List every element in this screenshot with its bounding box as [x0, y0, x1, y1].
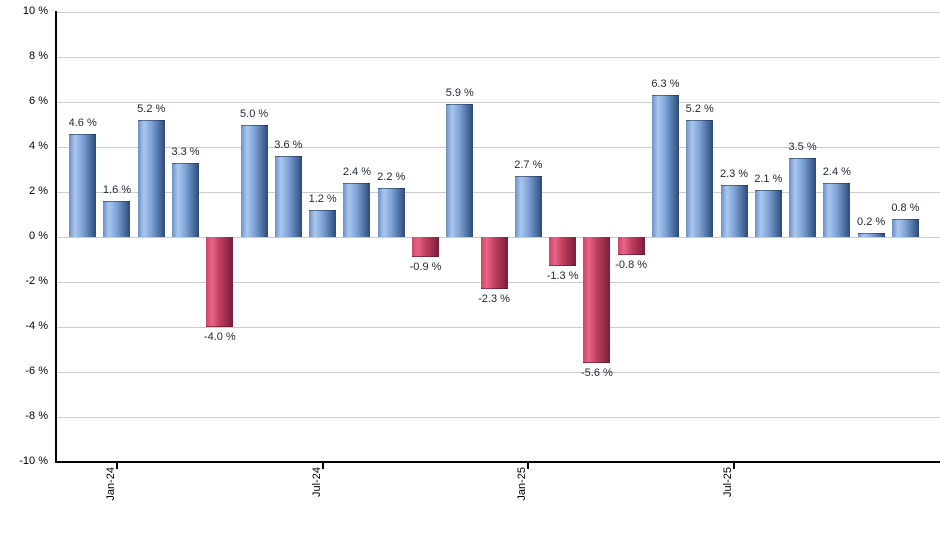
bar-value-label: 3.5 %: [788, 141, 817, 154]
bar-value-label: 2.1 %: [754, 172, 783, 185]
bar-value-label: 6.3 %: [651, 78, 680, 91]
bar-value-label: 2.4 %: [822, 166, 851, 178]
y-axis-tick-label: -10 %: [19, 455, 48, 467]
bar-positive: [651, 95, 679, 237]
bar-positive: [891, 219, 919, 237]
x-axis-tick: [321, 462, 324, 469]
bar-positive: [789, 158, 817, 237]
bar-value-label: -5.6 %: [580, 367, 613, 379]
bar-negative: [549, 237, 577, 267]
bar-positive: [446, 104, 474, 237]
bar-positive: [240, 124, 268, 237]
bar-positive: [686, 120, 714, 237]
bar-negative: [617, 237, 645, 255]
gridline: [57, 372, 940, 373]
y-axis-line: [55, 11, 57, 463]
bar-value-label: 0.2 %: [857, 215, 886, 228]
x-axis-tick-label: Jul-25: [722, 467, 735, 497]
bar-positive: [377, 187, 405, 237]
x-axis-tick: [733, 462, 736, 469]
bar-value-label: -0.9 %: [409, 261, 442, 274]
bar-value-label: 5.2 %: [685, 103, 714, 115]
bar-value-label: 3.3 %: [171, 145, 200, 158]
y-axis-tick-label: -8 %: [25, 410, 48, 422]
bar-value-label: 2.2 %: [377, 170, 406, 183]
bar-value-label: -4.0 %: [203, 331, 236, 343]
bar-positive: [137, 120, 165, 237]
gridline: [57, 12, 940, 13]
y-axis-tick-label: 6 %: [29, 95, 48, 107]
bar-value-label: 1.2 %: [308, 193, 337, 205]
bar-value-label: 5.0 %: [240, 107, 269, 120]
x-axis-tick: [115, 462, 118, 469]
bar-negative: [206, 237, 234, 327]
bar-positive: [823, 183, 851, 237]
bar-positive: [754, 189, 782, 237]
x-axis-tick-label: Jul-24: [310, 467, 323, 497]
bar-positive: [172, 162, 200, 237]
bar-positive: [103, 201, 131, 237]
bar-positive: [343, 183, 371, 237]
x-axis-tick-label: Jan-24: [104, 467, 117, 501]
y-axis-tick-label: 0 %: [29, 230, 48, 242]
bar-positive: [69, 133, 97, 237]
y-axis-tick-label: -2 %: [25, 275, 48, 287]
y-axis-tick-label: 10 %: [22, 5, 48, 17]
gridline: [57, 417, 940, 418]
bar-positive: [857, 232, 885, 237]
bar-value-label: 2.3 %: [719, 168, 749, 181]
gridline: [57, 147, 940, 148]
bar-value-label: 1.6 %: [102, 184, 132, 196]
bar-value-label: -1.3 %: [546, 270, 579, 283]
gridline: [57, 192, 940, 193]
y-axis-tick-label: -6 %: [25, 365, 48, 377]
bar-value-label: 0.8 %: [891, 202, 920, 214]
y-axis-tick-label: -4 %: [25, 320, 48, 332]
bar-negative: [480, 237, 508, 289]
x-axis-tick: [527, 462, 530, 469]
bar-positive: [274, 156, 302, 237]
bar-value-label: 2.4 %: [342, 166, 372, 178]
bar-value-label: 4.6 %: [68, 116, 97, 129]
bar-negative: [583, 237, 611, 363]
y-axis-tick-label: 2 %: [29, 185, 48, 197]
gridline: [57, 102, 940, 103]
bar-value-label: 5.2 %: [137, 103, 166, 115]
bar-value-label: 3.6 %: [274, 139, 303, 151]
gridline: [57, 57, 940, 58]
gridline: [57, 327, 940, 328]
bar-positive: [309, 210, 337, 237]
bar-value-label: 2.7 %: [514, 159, 543, 172]
x-axis-tick-label: Jan-25: [516, 467, 529, 501]
bar-positive: [514, 176, 542, 237]
x-axis-line: [55, 461, 940, 463]
bar-positive: [720, 185, 748, 237]
bar-value-label: -0.8 %: [615, 259, 648, 271]
bar-value-label: -2.3 %: [478, 292, 510, 305]
bar-value-label: 5.9 %: [445, 87, 474, 100]
y-axis-tick-label: 8 %: [29, 50, 48, 62]
y-axis-tick-label: 4 %: [29, 140, 48, 152]
bar-negative: [412, 237, 439, 258]
